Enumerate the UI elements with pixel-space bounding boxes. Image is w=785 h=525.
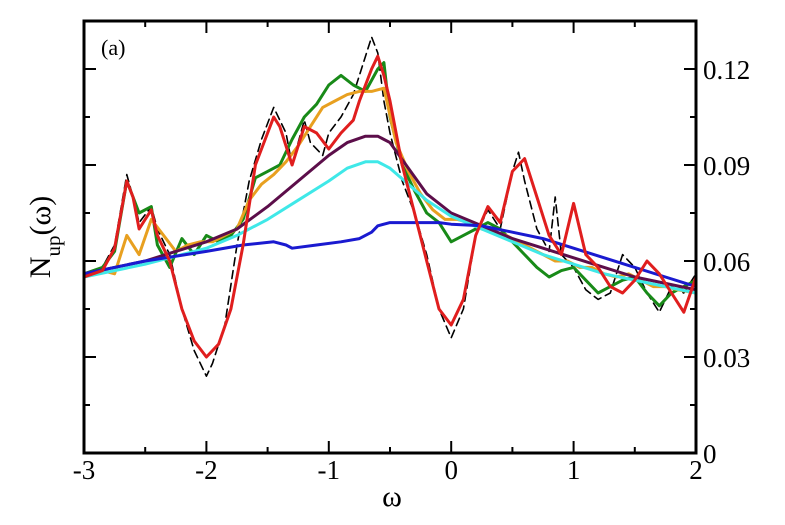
- series-line-5: [84, 160, 696, 295]
- y-axis-label-paren: (ω): [24, 196, 57, 236]
- y-axis-label: Nup(ω): [24, 196, 65, 278]
- tick-layer: [83, 21, 697, 454]
- series-line-7: [84, 54, 696, 359]
- series-layer: [84, 36, 696, 378]
- y-tick-label: 0.03: [703, 343, 750, 373]
- x-tick-label: -1: [318, 455, 341, 485]
- series-line-1: [84, 36, 696, 378]
- tick-label-layer: -3 -2 -1 0 1 200.030.060.090.12: [73, 55, 751, 485]
- y-tick-label: 0.12: [703, 55, 750, 85]
- series-line-2: [84, 61, 696, 308]
- x-tick-label: 0: [444, 455, 458, 485]
- x-tick-label: -2: [195, 455, 218, 485]
- x-axis-label: ω: [382, 480, 402, 513]
- y-tick-label: 0.09: [703, 151, 750, 181]
- svg-text:Nup(ω): Nup(ω): [24, 196, 65, 278]
- series-line-6: [84, 221, 696, 289]
- y-tick-label: 0.06: [703, 247, 750, 277]
- y-axis-label-subscript: up: [41, 236, 65, 257]
- series-line-4: [84, 134, 696, 292]
- panel-label: (a): [101, 35, 125, 60]
- x-tick-label: 1: [567, 455, 581, 485]
- x-tick-label: -3: [73, 455, 96, 485]
- series-line-3: [84, 86, 696, 295]
- y-tick-label: 0: [703, 439, 717, 469]
- y-axis-label-main: N: [24, 257, 57, 279]
- plot-frame: [82, 19, 698, 455]
- x-tick-label: 2: [689, 455, 703, 485]
